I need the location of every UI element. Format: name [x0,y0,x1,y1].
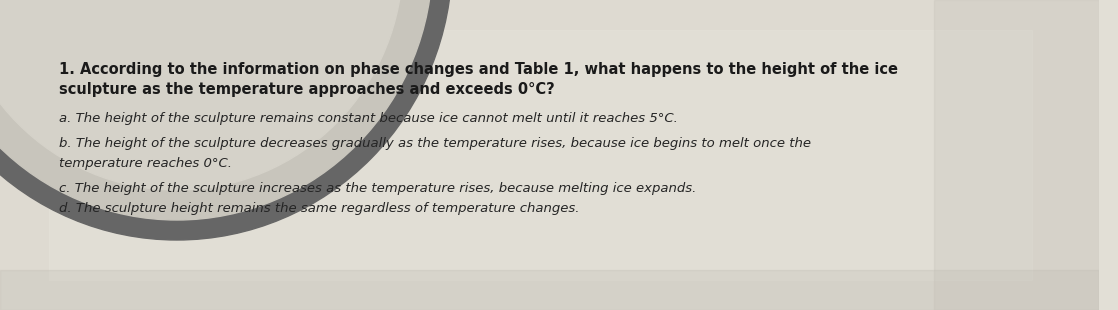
Wedge shape [0,0,433,220]
Text: temperature reaches 0°C.: temperature reaches 0°C. [59,157,231,170]
Wedge shape [0,0,402,190]
Text: c. The height of the sculpture increases as the temperature rises, because melti: c. The height of the sculpture increases… [59,182,697,195]
Text: b. The height of the sculpture decreases gradually as the temperature rises, bec: b. The height of the sculpture decreases… [59,137,811,150]
Bar [934,0,1099,310]
Text: 1. According to the information on phase changes and Table 1, what happens to th: 1. According to the information on phase… [59,62,898,77]
Wedge shape [0,0,452,240]
Bar [49,30,1032,280]
Text: d. The sculpture height remains the same regardless of temperature changes.: d. The sculpture height remains the same… [59,202,579,215]
Bar [0,270,1099,310]
Text: sculpture as the temperature approaches and exceeds 0°C?: sculpture as the temperature approaches … [59,82,555,97]
Text: a. The height of the sculpture remains constant because ice cannot melt until it: a. The height of the sculpture remains c… [59,112,678,125]
